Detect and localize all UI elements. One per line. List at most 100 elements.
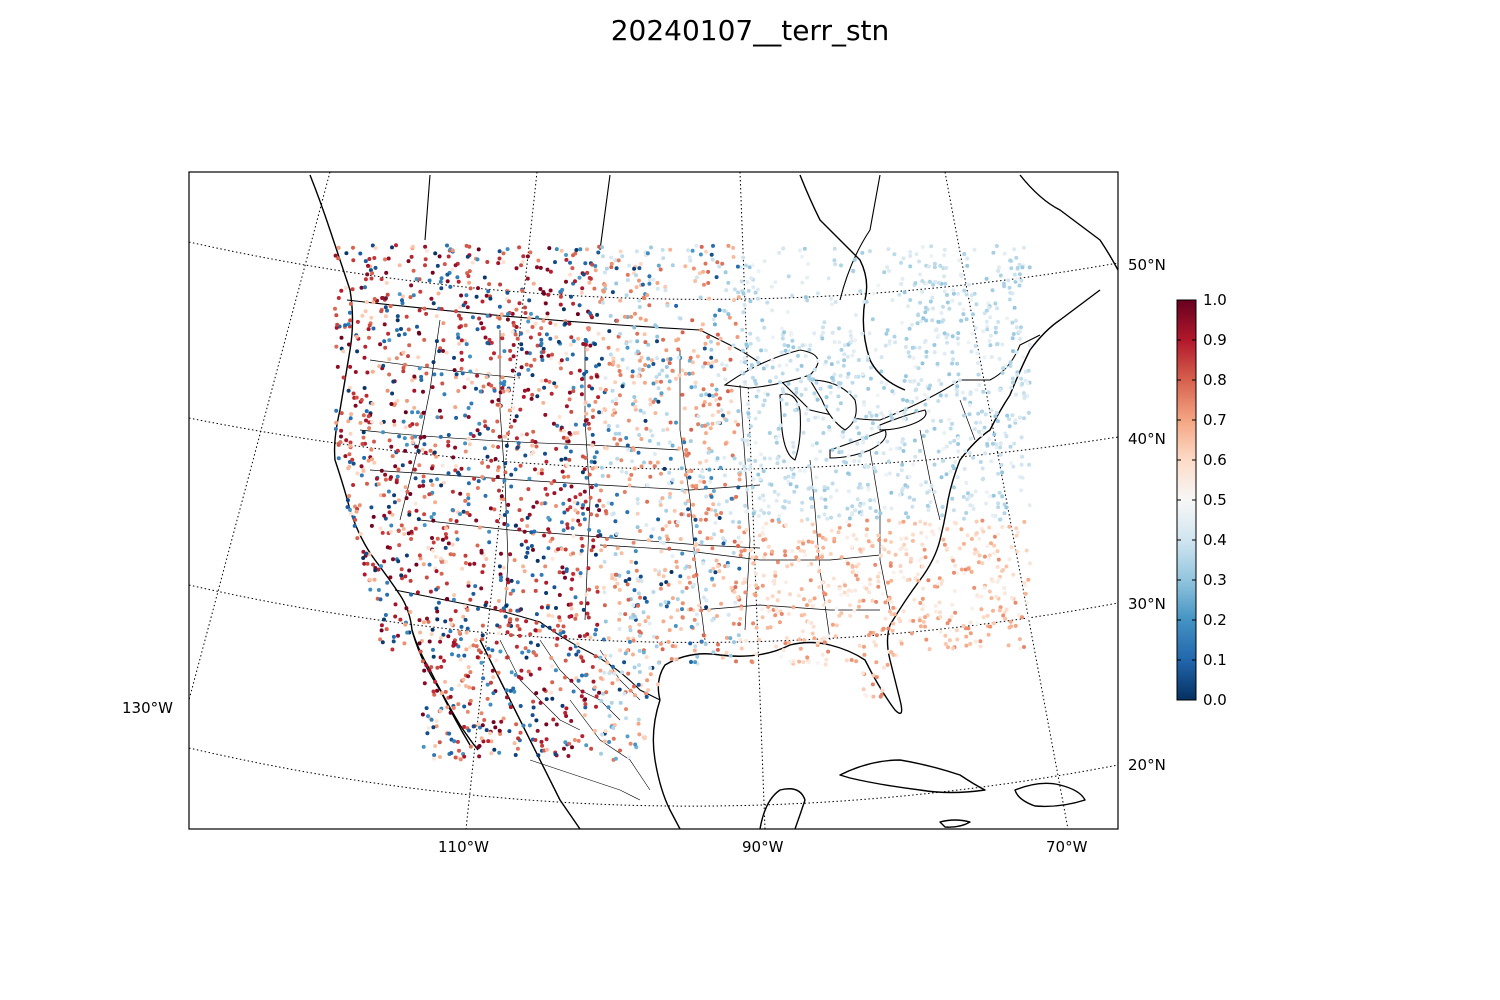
station-dot: [549, 690, 554, 695]
station-dot: [459, 350, 464, 355]
station-dot: [956, 331, 961, 336]
station-dot: [596, 250, 601, 255]
station-dot: [919, 319, 923, 324]
station-dot: [962, 467, 967, 471]
station-dot: [468, 354, 472, 359]
station-dot: [336, 256, 341, 261]
station-dot: [526, 487, 531, 492]
station-dot: [546, 292, 551, 297]
station-dot: [476, 479, 481, 484]
station-dot: [637, 622, 642, 627]
station-dot: [541, 349, 546, 354]
station-dot: [1014, 325, 1019, 330]
station-dot: [786, 274, 791, 279]
station-dot: [845, 535, 850, 540]
station-dot: [814, 441, 819, 446]
station-dot: [623, 579, 628, 583]
station-dot: [877, 571, 882, 576]
station-dot: [635, 525, 640, 530]
station-dot: [565, 436, 570, 441]
station-dot: [974, 531, 979, 536]
station-dot: [964, 292, 969, 297]
station-dot: [625, 510, 630, 515]
station-dot: [981, 428, 986, 433]
station-dot: [849, 335, 854, 340]
station-dot: [361, 430, 366, 435]
station-dot: [535, 728, 540, 733]
station-dot: [472, 561, 477, 566]
station-dot: [816, 358, 820, 363]
station-dot: [701, 364, 705, 369]
station-dot: [866, 386, 871, 391]
station-dot: [732, 287, 737, 292]
station-dot: [647, 438, 652, 443]
station-dot: [554, 504, 558, 508]
station-dot: [517, 245, 522, 250]
station-dot: [799, 613, 804, 618]
station-dot: [480, 723, 485, 728]
station-dot: [791, 659, 796, 664]
station-dot: [857, 431, 861, 436]
station-dot: [596, 529, 601, 534]
station-dot: [527, 351, 532, 356]
station-dot: [622, 660, 627, 665]
station-dot: [482, 419, 487, 424]
station-dot: [534, 612, 539, 617]
station-dot: [350, 287, 355, 292]
station-dot: [412, 388, 417, 393]
station-dot: [645, 293, 650, 298]
station-dot: [483, 603, 488, 608]
station-dot: [812, 391, 817, 396]
station-dot: [973, 639, 978, 644]
station-dot: [753, 593, 758, 598]
station-dot: [515, 445, 520, 450]
station-dot: [637, 367, 642, 372]
station-dot: [961, 541, 966, 546]
station-dot: [527, 298, 532, 303]
station-dot: [725, 561, 730, 565]
station-dot: [424, 311, 429, 316]
lon-label-130w: 130°W: [122, 699, 173, 717]
station-dot: [369, 505, 374, 510]
station-dot: [396, 498, 401, 503]
map-area[interactable]: [189, 172, 1118, 829]
station-dot: [635, 501, 640, 506]
station-dot: [362, 355, 367, 360]
station-dot: [654, 379, 659, 384]
station-dot: [454, 372, 459, 377]
station-dot: [435, 477, 440, 482]
station-dot: [823, 592, 828, 597]
station-dot: [378, 342, 383, 347]
graticule: [189, 172, 1118, 829]
station-dot: [967, 403, 972, 408]
station-dot: [508, 608, 513, 613]
station-dot: [778, 423, 783, 428]
station-dot: [414, 562, 419, 567]
station-dot: [452, 355, 456, 360]
station-dot: [441, 480, 446, 485]
station-dot: [462, 385, 467, 390]
station-dot: [433, 554, 438, 559]
station-dot: [944, 266, 949, 270]
station-dot: [726, 612, 731, 617]
station-dot: [538, 265, 543, 270]
station-dot: [704, 459, 709, 463]
station-dot: [800, 500, 805, 505]
station-dot: [449, 751, 454, 755]
station-dot: [571, 385, 576, 390]
station-dot: [865, 518, 870, 523]
station-dot: [367, 426, 372, 431]
station-dot: [595, 513, 599, 518]
station-dot: [948, 627, 953, 632]
station-dot: [624, 470, 629, 475]
station-dot: [743, 503, 748, 508]
station-dot: [664, 348, 669, 353]
station-dot: [850, 511, 855, 516]
station-dot: [610, 664, 615, 669]
station-dot: [814, 380, 819, 385]
station-dot: [397, 434, 402, 439]
station-dot: [539, 605, 544, 610]
station-dot: [955, 389, 960, 394]
station-dot: [819, 638, 824, 643]
station-dot: [636, 603, 640, 608]
